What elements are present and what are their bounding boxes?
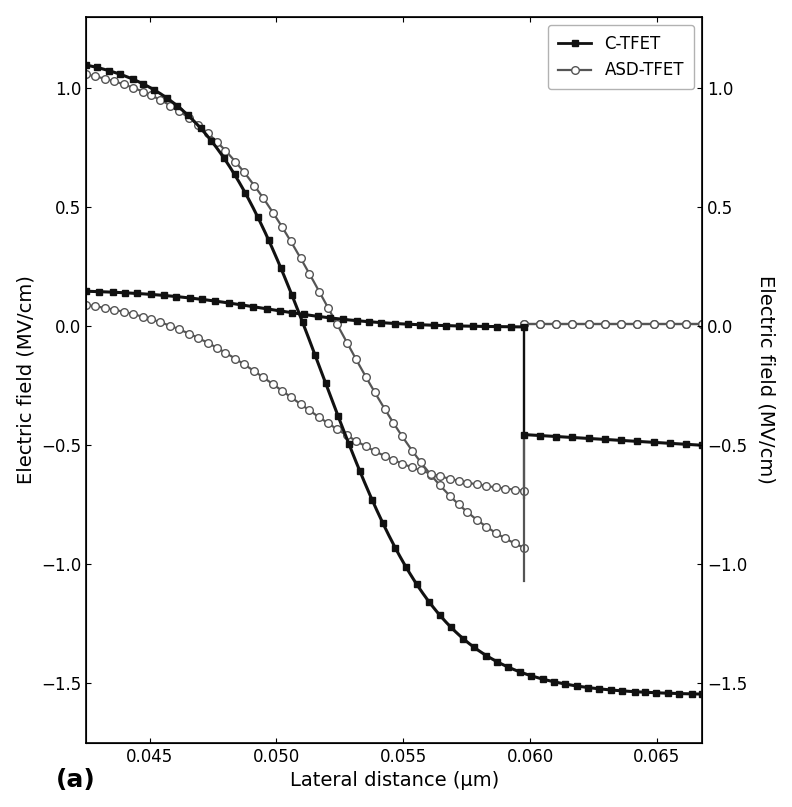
Text: (a): (a): [55, 767, 95, 792]
Y-axis label: Electric field (MV/cm): Electric field (MV/cm): [17, 275, 36, 484]
X-axis label: Lateral distance (μm): Lateral distance (μm): [290, 771, 499, 790]
Y-axis label: Electric field (MV/cm): Electric field (MV/cm): [756, 275, 775, 484]
Legend: C-TFET, ASD-TFET: C-TFET, ASD-TFET: [548, 25, 694, 90]
